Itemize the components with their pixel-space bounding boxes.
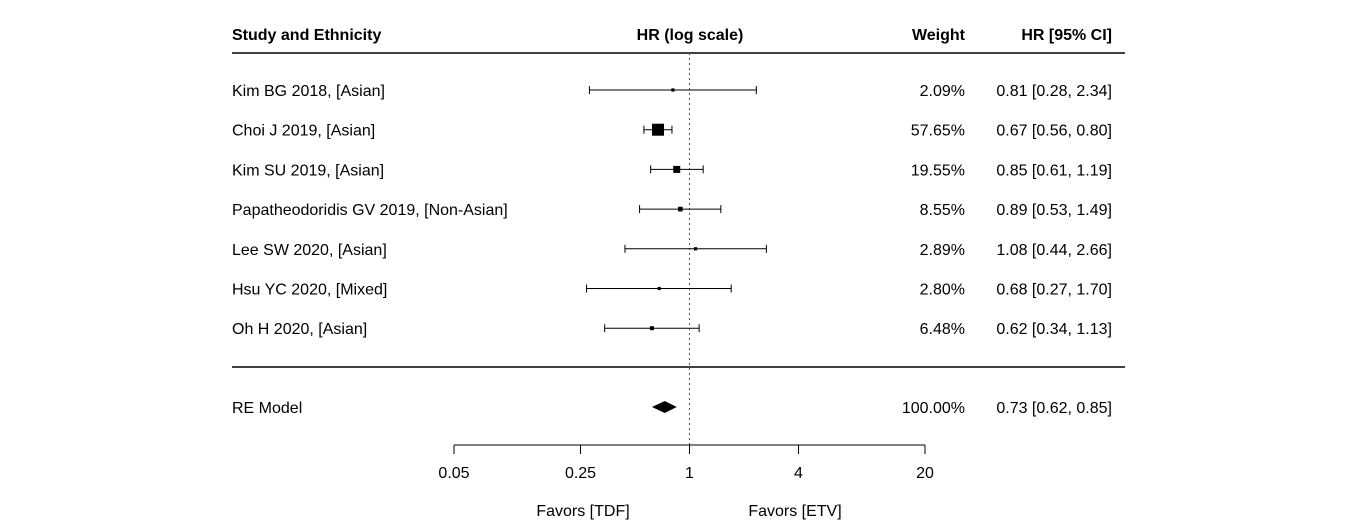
study-label: Choi J 2019, [Asian] — [232, 123, 375, 140]
favors-right-label: Favors [ETV] — [748, 503, 841, 520]
plot-layer: Kim BG 2018, [Asian] 2.09% 0.81 [0.28, 2.3… — [232, 53, 1112, 482]
point-estimate-square — [671, 88, 675, 92]
ci-value: 0.68 [0.27, 1.70] — [996, 282, 1112, 299]
weight-value: 57.65% — [911, 123, 965, 140]
header-ci: HR [95% CI] — [1021, 27, 1112, 44]
ci-value: 0.67 [0.56, 0.80] — [996, 123, 1112, 140]
study-label: Kim BG 2018, [Asian] — [232, 83, 385, 100]
summary-label: RE Model — [232, 400, 302, 417]
summary-diamond — [651, 401, 677, 413]
x-tick-label: 20 — [916, 465, 934, 482]
ci-value: 0.85 [0.61, 1.19] — [996, 162, 1112, 179]
study-label: Papatheodoridis GV 2019, [Non-Asian] — [232, 202, 508, 219]
weight-value: 2.09% — [920, 83, 965, 100]
point-estimate-square — [649, 326, 654, 331]
point-estimate-square — [657, 286, 661, 291]
ci-value: 0.89 [0.53, 1.49] — [996, 202, 1112, 219]
favors-left-label: Favors [TDF] — [536, 503, 629, 520]
ci-value: 0.81 [0.28, 2.34] — [996, 83, 1112, 100]
x-tick-label: 4 — [794, 465, 803, 482]
point-estimate-square — [678, 206, 683, 212]
weight-value: 2.80% — [920, 282, 965, 299]
study-label: Hsu YC 2020, [Mixed] — [232, 282, 387, 299]
summary-weight: 100.00% — [902, 400, 965, 417]
header-study: Study and Ethnicity — [232, 27, 381, 44]
point-estimate-square — [652, 123, 665, 136]
header-weight: Weight — [912, 27, 966, 44]
point-estimate-square — [673, 165, 681, 173]
study-label: Kim SU 2019, [Asian] — [232, 162, 384, 179]
weight-value: 19.55% — [911, 162, 965, 179]
x-tick-label: 0.05 — [438, 465, 469, 482]
study-label: Oh H 2020, [Asian] — [232, 321, 367, 338]
ci-value: 1.08 [0.44, 2.66] — [996, 242, 1112, 259]
weight-value: 6.48% — [920, 321, 965, 338]
weight-value: 8.55% — [920, 202, 965, 219]
ci-value: 0.62 [0.34, 1.13] — [996, 321, 1112, 338]
header-axis: HR (log scale) — [637, 27, 744, 44]
study-label: Lee SW 2020, [Asian] — [232, 242, 387, 259]
x-tick-label: 0.25 — [565, 465, 596, 482]
summary-ci: 0.73 [0.62, 0.85] — [996, 400, 1112, 417]
point-estimate-square — [693, 247, 698, 251]
weight-value: 2.89% — [920, 242, 965, 259]
x-tick-label: 1 — [685, 465, 694, 482]
